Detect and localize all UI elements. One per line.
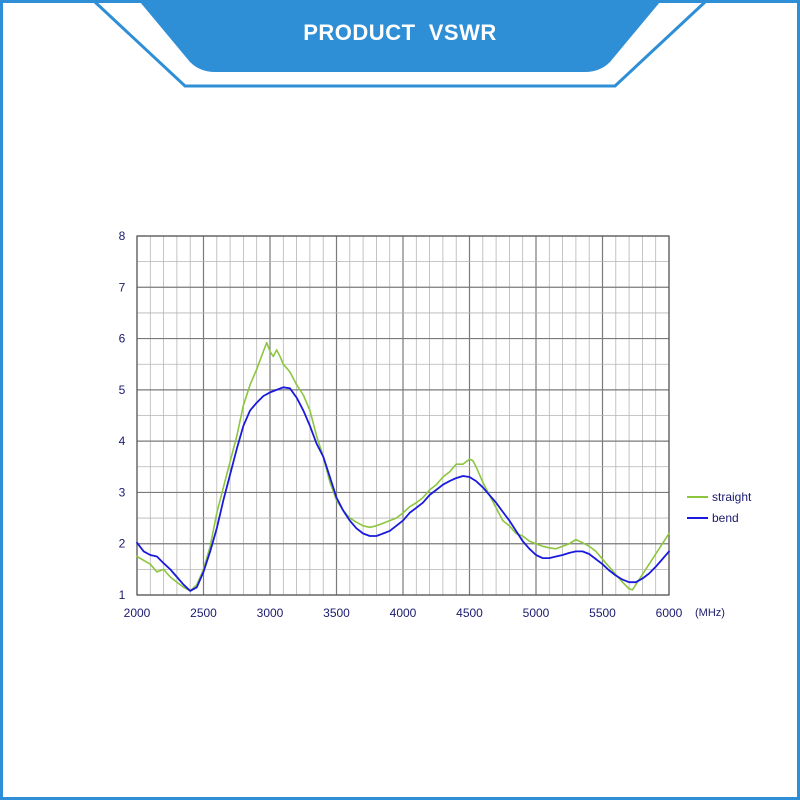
x-tick-label: 3000 bbox=[257, 606, 284, 620]
y-tick-label: 8 bbox=[119, 229, 126, 243]
plot-border bbox=[136, 235, 670, 596]
x-tick-label: 2500 bbox=[190, 606, 217, 620]
x-tick-label: 3500 bbox=[323, 606, 350, 620]
x-tick-label: 5500 bbox=[589, 606, 616, 620]
title-banner bbox=[140, 2, 660, 72]
y-tick-label: 5 bbox=[119, 383, 126, 397]
y-tick-label: 1 bbox=[119, 588, 126, 602]
x-tick-label: 6000 bbox=[656, 606, 683, 620]
chart-series bbox=[136, 341, 670, 592]
y-tick-label: 7 bbox=[119, 280, 126, 294]
x-tick-label: 4000 bbox=[390, 606, 417, 620]
chart-legend: straight bend bbox=[687, 490, 752, 525]
legend-label-straight: straight bbox=[712, 490, 752, 504]
y-tick-label: 2 bbox=[119, 537, 126, 551]
chart-grid bbox=[136, 235, 670, 596]
x-axis-unit: (MHz) bbox=[695, 607, 725, 619]
x-tick-label: 5000 bbox=[523, 606, 550, 620]
x-tick-label: 4500 bbox=[456, 606, 483, 620]
series-line-straight bbox=[136, 341, 670, 592]
x-tick-label: 2000 bbox=[124, 606, 151, 620]
legend-label-bend: bend bbox=[712, 511, 739, 525]
chart-axes: 2000 2500 3000 3500 4000 4500 5000 5500 6000 (MHz… bbox=[119, 229, 725, 620]
y-tick-label: 6 bbox=[119, 332, 126, 346]
y-tick-label: 4 bbox=[119, 434, 126, 448]
y-tick-label: 3 bbox=[119, 485, 126, 499]
series-line-bend bbox=[136, 386, 670, 592]
banner-outline bbox=[93, 0, 707, 88]
page-title: PRODUCT VSWR bbox=[303, 20, 497, 45]
